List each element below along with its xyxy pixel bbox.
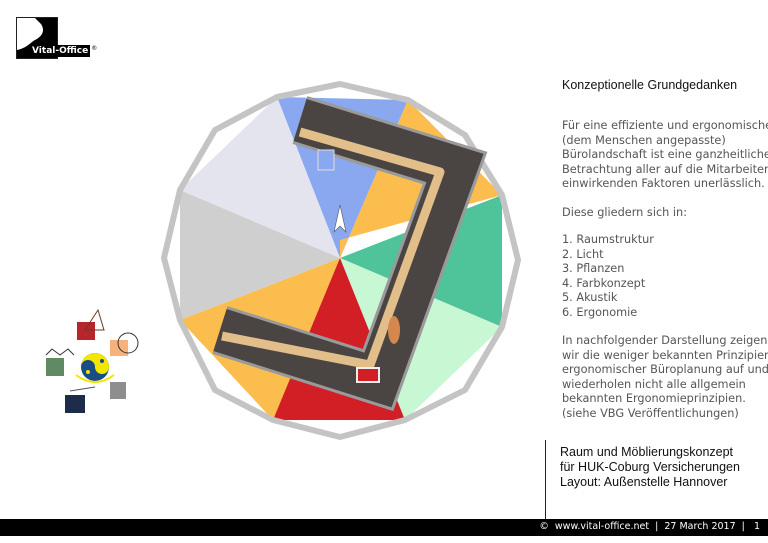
yin-yang-icon — [75, 353, 115, 383]
footer-copyright[interactable]: © www.vital-office.net — [539, 521, 650, 532]
metal-element-icon — [110, 382, 126, 399]
logo-registered: ® — [91, 45, 98, 52]
list-item: 1. Raumstruktur — [562, 233, 654, 246]
text-line: Für eine effiziente und ergonomische — [562, 119, 768, 132]
wheel-sector-light-green — [340, 258, 502, 420]
corridor — [221, 127, 445, 370]
wheel-outline — [161, 81, 521, 440]
intro-text: Für eine effiziente und ergonomische (de… — [562, 119, 768, 192]
meeting-table — [388, 316, 400, 344]
project-line: Raum und Möblierungskonzept — [560, 445, 734, 459]
list-item: 5. Akustik — [562, 291, 618, 305]
text-line: einwirkenden Faktoren unerlässlich. — [562, 177, 765, 191]
list-intro: Diese gliedern sich in: — [562, 206, 688, 219]
wood-element-icon — [46, 358, 64, 376]
text-line: bekannten Ergonomieprinzipien. — [562, 392, 746, 406]
north-arrow-icon — [333, 204, 347, 233]
text-line: (siehe VBG Veröffentlichungen) — [562, 406, 739, 420]
list-item: 4. Farbkonzept — [562, 276, 646, 290]
stairwell-red — [356, 367, 380, 383]
footer-text: © www.vital-office.net | 27 March 2017 |… — [539, 521, 760, 532]
logo-wordmark: Vital-Office ® — [30, 45, 97, 57]
earth-sketch-icon — [117, 332, 139, 354]
project-line: Layout: Außenstelle Hannover — [560, 475, 728, 489]
page-number: 1 — [753, 521, 760, 532]
water-element-icon — [65, 395, 85, 413]
text-line: (dem Menschen angepasste) — [562, 133, 726, 147]
text-line: wiederholen nicht alle allgemein — [562, 377, 746, 391]
heading: Konzeptionelle Grundgedanken — [562, 78, 738, 92]
stairwell — [317, 149, 335, 171]
wheel-sector-gray — [180, 190, 340, 320]
outro-text: In nachfolgender Darstellung zeigen wir … — [562, 334, 768, 422]
logo-text: Vital-Office — [30, 45, 91, 57]
list-item: 3. Pflanzen — [562, 262, 625, 276]
text-line: In nachfolgender Darstellung zeigen — [562, 334, 768, 347]
text-line: Bürolandschaft ist eine ganzheitliche — [562, 148, 768, 162]
five-elements-graphic — [45, 308, 139, 413]
project-line: für HUK-Coburg Versicherungen — [560, 460, 740, 474]
list-item: 6. Ergonomie — [562, 305, 638, 319]
wood-sketch-icon — [45, 348, 75, 356]
divider — [545, 440, 546, 519]
wheel-sector-lavender — [180, 97, 340, 258]
building-floor-plan — [212, 96, 488, 412]
principles-list: 1. Raumstruktur 2. Licht 3. Pflanzen 4. … — [562, 233, 654, 321]
text-line: Betrachtung aller auf die Mitarbeiter — [562, 162, 768, 176]
fire-element-icon — [77, 322, 95, 340]
footer-bar: © www.vital-office.net | 27 March 2017 |… — [0, 519, 768, 536]
fire-sketch-icon — [84, 308, 105, 331]
text-line: wir die weniger bekannten Prinzipien — [562, 348, 768, 362]
footer-date: 27 March 2017 — [664, 521, 736, 532]
project-title: Raum und Möblierungskonzept für HUK-Cobu… — [560, 445, 740, 490]
list-item: 2. Licht — [562, 247, 604, 261]
text-line: ergonomischer Büroplanung auf und — [562, 363, 768, 377]
